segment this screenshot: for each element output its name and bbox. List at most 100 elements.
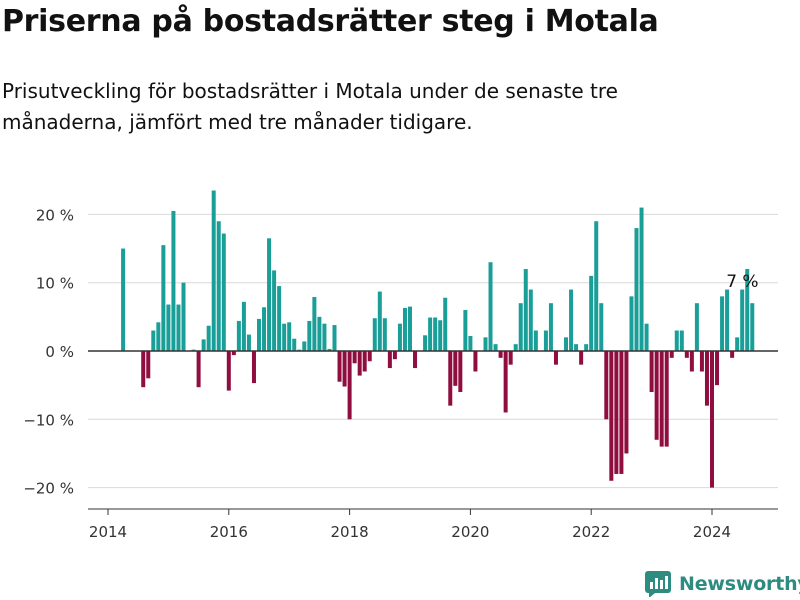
newsworthy-logo: Newsworthy xyxy=(645,570,800,598)
bar xyxy=(413,351,418,369)
bar xyxy=(659,351,664,447)
bar xyxy=(231,351,236,356)
bar xyxy=(523,269,528,351)
bar xyxy=(619,351,624,474)
bar xyxy=(352,351,357,364)
bar xyxy=(176,304,181,351)
bar xyxy=(664,351,669,447)
bar xyxy=(428,317,433,351)
bar xyxy=(584,344,589,351)
bar xyxy=(392,351,397,360)
bar xyxy=(604,351,609,420)
x-tick-label: 2024 xyxy=(693,523,731,541)
bar xyxy=(402,307,407,351)
bar xyxy=(609,351,614,481)
bar xyxy=(347,351,352,420)
bar xyxy=(553,351,558,365)
bar xyxy=(408,306,412,351)
bar xyxy=(750,303,755,351)
bar xyxy=(614,351,619,474)
bar xyxy=(725,289,730,351)
bar xyxy=(146,351,151,379)
bar xyxy=(121,248,126,351)
brand-name: Newsworthy xyxy=(679,573,800,595)
x-axis: 2014 2016 2018 2020 2022 2024 xyxy=(88,350,778,541)
bar xyxy=(302,341,307,351)
bar xyxy=(629,296,634,351)
x-tick-label: 2018 xyxy=(331,523,369,541)
bar xyxy=(684,351,689,358)
bar xyxy=(357,351,362,376)
bar xyxy=(382,318,387,351)
bar xyxy=(236,320,241,351)
bar xyxy=(498,351,503,358)
bar xyxy=(730,351,735,358)
bar xyxy=(262,307,267,351)
y-tick-label: 20 % xyxy=(36,206,74,224)
annotations: 7 % xyxy=(726,272,758,292)
bar xyxy=(483,337,488,351)
bar xyxy=(211,190,216,351)
bar xyxy=(704,351,709,406)
bar xyxy=(518,303,523,351)
bar xyxy=(251,351,256,384)
bar xyxy=(463,310,468,351)
bar-chart: −20 %−10 %0 %10 %20 % 2014 2016 2018 2020 20… xyxy=(23,190,778,541)
bar xyxy=(196,351,201,388)
bar xyxy=(156,322,161,351)
bar xyxy=(740,289,745,351)
bar xyxy=(423,335,428,351)
bar xyxy=(141,351,146,388)
bar xyxy=(548,303,553,351)
bar xyxy=(488,262,493,351)
bar xyxy=(569,289,574,351)
bar xyxy=(745,269,750,351)
bar xyxy=(458,351,463,392)
x-tick-label: 2020 xyxy=(451,523,489,541)
bar xyxy=(226,351,231,391)
bar xyxy=(332,325,337,351)
bar xyxy=(327,348,332,351)
chart-title: Priserna på bostadsrätter steg i Motala xyxy=(2,4,659,39)
bar xyxy=(699,351,704,372)
bar xyxy=(372,318,377,351)
y-tick-label: 10 % xyxy=(36,275,74,293)
bars xyxy=(121,190,755,488)
bar xyxy=(272,270,277,351)
bar xyxy=(171,210,176,351)
bar xyxy=(438,320,443,351)
bar xyxy=(367,351,372,362)
bar xyxy=(710,351,714,488)
x-tick-label: 2016 xyxy=(210,523,248,541)
bar xyxy=(377,291,382,351)
bar xyxy=(181,282,186,351)
bar xyxy=(166,304,171,351)
bar xyxy=(715,351,720,386)
bar xyxy=(322,323,327,351)
y-tick-label: 0 % xyxy=(45,343,74,361)
bar xyxy=(277,286,282,351)
y-tick-label: −20 % xyxy=(23,480,74,498)
bar xyxy=(674,330,679,351)
bar xyxy=(654,351,659,440)
x-tick-label: 2022 xyxy=(572,523,610,541)
bar xyxy=(443,297,448,351)
bar xyxy=(362,351,367,372)
bar xyxy=(493,344,498,351)
bar xyxy=(533,330,538,351)
latest-value-label: 7 % xyxy=(726,272,758,292)
bar xyxy=(397,323,402,351)
bar xyxy=(342,351,347,387)
bar xyxy=(689,351,694,372)
bar xyxy=(337,351,342,382)
bar xyxy=(287,322,292,351)
bar xyxy=(216,221,221,351)
bar xyxy=(579,351,584,365)
bar xyxy=(241,301,246,351)
x-tick-label: 2014 xyxy=(89,523,127,541)
bar xyxy=(292,338,297,351)
bar xyxy=(312,297,317,351)
bar xyxy=(282,323,287,351)
bar xyxy=(543,330,548,351)
bar xyxy=(639,207,644,351)
